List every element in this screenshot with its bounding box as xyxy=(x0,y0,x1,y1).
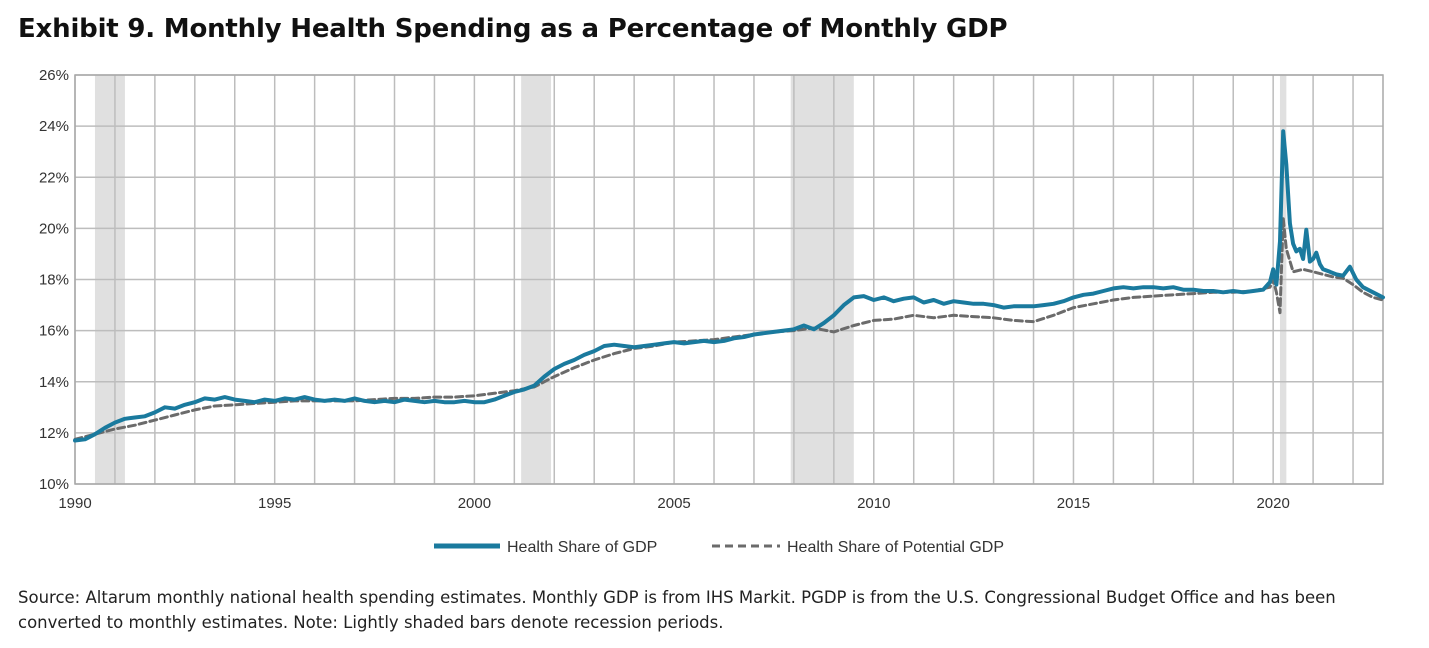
data-series xyxy=(73,129,1385,443)
y-tick-label: 10% xyxy=(39,476,69,493)
axis-labels: 10% 12% 14% 16% 18% 20% 22% 24% 26% 1990 1995 2000 2… xyxy=(39,67,1290,512)
source-note: Source: Altarum monthly national health … xyxy=(18,588,1336,632)
line-chart: 10% 12% 14% 16% 18% 20% 22% 24% 26% 1990 1995 2000 2… xyxy=(39,67,1385,556)
x-tick-label: 2015 xyxy=(1057,495,1090,512)
y-tick-label: 16% xyxy=(39,323,69,340)
y-tick-label: 18% xyxy=(39,272,69,289)
x-tick-label: 2010 xyxy=(857,495,890,512)
x-tick-label: 1995 xyxy=(258,495,291,512)
series-potential-gdp-line xyxy=(73,216,1385,441)
legend-label-health-share: Health Share of GDP xyxy=(507,539,657,556)
y-tick-label: 12% xyxy=(39,425,69,442)
legend-label-potential-gdp: Health Share of Potential GDP xyxy=(787,539,1004,556)
plot-border xyxy=(74,74,1384,485)
series-health-share-line xyxy=(73,129,1385,443)
y-tick-label: 26% xyxy=(39,67,69,84)
x-tick-label: 2000 xyxy=(458,495,491,512)
y-tick-label: 20% xyxy=(39,220,69,237)
y-tick-label: 24% xyxy=(39,118,69,135)
y-tick-label: 22% xyxy=(39,169,69,186)
legend: Health Share of GDP Health Share of Pote… xyxy=(434,539,1004,556)
grid-lines xyxy=(74,74,1384,485)
x-tick-label: 2005 xyxy=(657,495,690,512)
y-tick-label: 14% xyxy=(39,374,69,391)
x-tick-label: 1990 xyxy=(58,495,91,512)
page-title: Exhibit 9. Monthly Health Spending as a … xyxy=(18,14,1008,44)
x-tick-label: 2020 xyxy=(1256,495,1289,512)
